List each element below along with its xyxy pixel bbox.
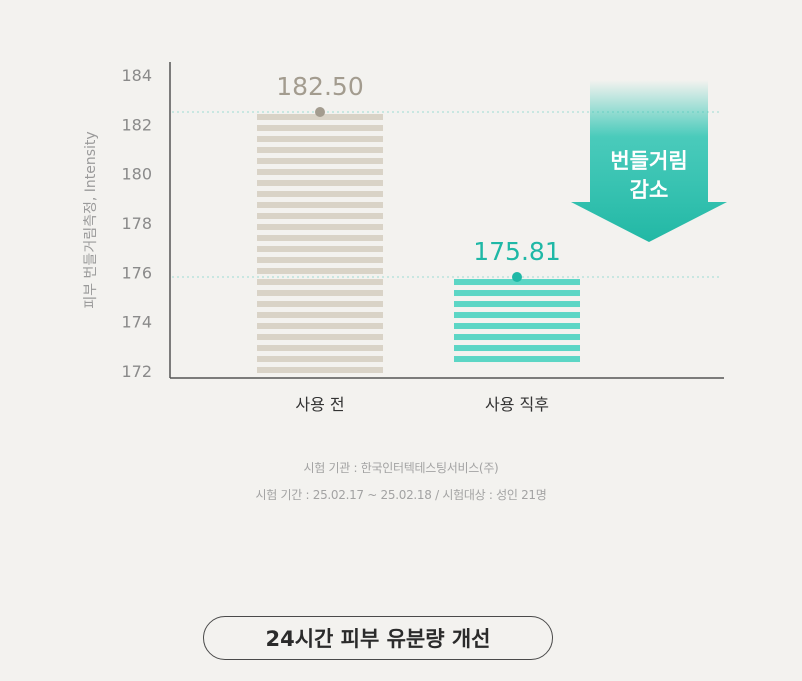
bar-stripe — [257, 290, 383, 296]
bar-stripe — [257, 257, 383, 263]
bar-stripe — [454, 334, 580, 341]
y-tick-label: 184 — [121, 66, 152, 85]
bar-stripe — [257, 125, 383, 131]
bar-stripe — [257, 202, 383, 208]
x-category-label: 사용 전 — [295, 395, 344, 414]
bar-stripe — [257, 213, 383, 219]
bar-marker — [315, 107, 325, 117]
y-tick-label: 172 — [121, 362, 152, 381]
arrow-label-line1: 번들거림 — [610, 149, 687, 173]
bar-chart: 172 174 176 178 180 182 184 사용 전 사용 직후 182.50 17… — [83, 62, 727, 414]
arrow-label-line2: 감소 — [630, 178, 669, 202]
bar-stripe — [257, 246, 383, 252]
y-tick-label: 174 — [121, 313, 152, 332]
bar-stripe — [257, 136, 383, 142]
bar — [257, 114, 383, 373]
bar-stripe — [257, 235, 383, 241]
bar-stripe — [257, 301, 383, 307]
arrow-shape — [571, 80, 727, 242]
bar-stripe — [454, 290, 580, 297]
bar-stripe — [257, 158, 383, 164]
bar-value-label: 175.81 — [473, 237, 560, 266]
y-axis-label: 피부 번들거림측정, Intensity — [83, 131, 99, 308]
y-tick-label: 182 — [121, 115, 152, 134]
decrease-arrow: 번들거림 감소 — [571, 80, 727, 242]
bar-stripe — [257, 169, 383, 175]
bar-stripe — [257, 180, 383, 186]
bars — [257, 114, 580, 373]
x-category-label: 사용 직후 — [485, 395, 549, 414]
bar-stripe — [257, 334, 383, 340]
test-period-note: 시험 기간 : 25.02.17 ~ 25.02.18 / 시험대상 : 성인 … — [255, 488, 547, 502]
bar-stripe — [257, 323, 383, 329]
y-tick-label: 178 — [121, 214, 152, 233]
bar-stripe — [454, 323, 580, 330]
bar — [454, 279, 580, 363]
axes — [169, 62, 724, 379]
value-labels: 182.50 175.81 — [276, 72, 561, 283]
x-categories: 사용 전 사용 직후 — [295, 395, 549, 414]
reference-lines — [172, 111, 722, 278]
bar-stripe — [257, 191, 383, 197]
y-tick-label: 180 — [121, 165, 152, 184]
bar-stripe — [454, 301, 580, 308]
bar-stripe — [454, 312, 580, 319]
bar-stripe — [257, 367, 383, 373]
headline-badge: 24시간 피부 유분량 개선 — [203, 616, 553, 660]
bar-stripe — [257, 224, 383, 230]
bar-stripe — [257, 279, 383, 285]
bar-marker — [512, 272, 522, 283]
y-tick-label: 176 — [121, 263, 152, 282]
bar-value-label: 182.50 — [276, 72, 363, 101]
y-ticks: 172 174 176 178 180 182 184 — [121, 66, 152, 381]
headline-text: 24시간 피부 유분량 개선 — [265, 627, 491, 651]
bar-stripe — [257, 312, 383, 318]
bar-stripe — [257, 345, 383, 351]
bar-stripe — [454, 345, 580, 352]
bar-stripe — [257, 147, 383, 153]
bar-stripe — [257, 268, 383, 274]
test-institution-note: 시험 기관 : 한국인터텍테스팅서비스(주) — [303, 461, 499, 475]
bar-stripe — [454, 356, 580, 363]
bar-stripe — [257, 356, 383, 362]
